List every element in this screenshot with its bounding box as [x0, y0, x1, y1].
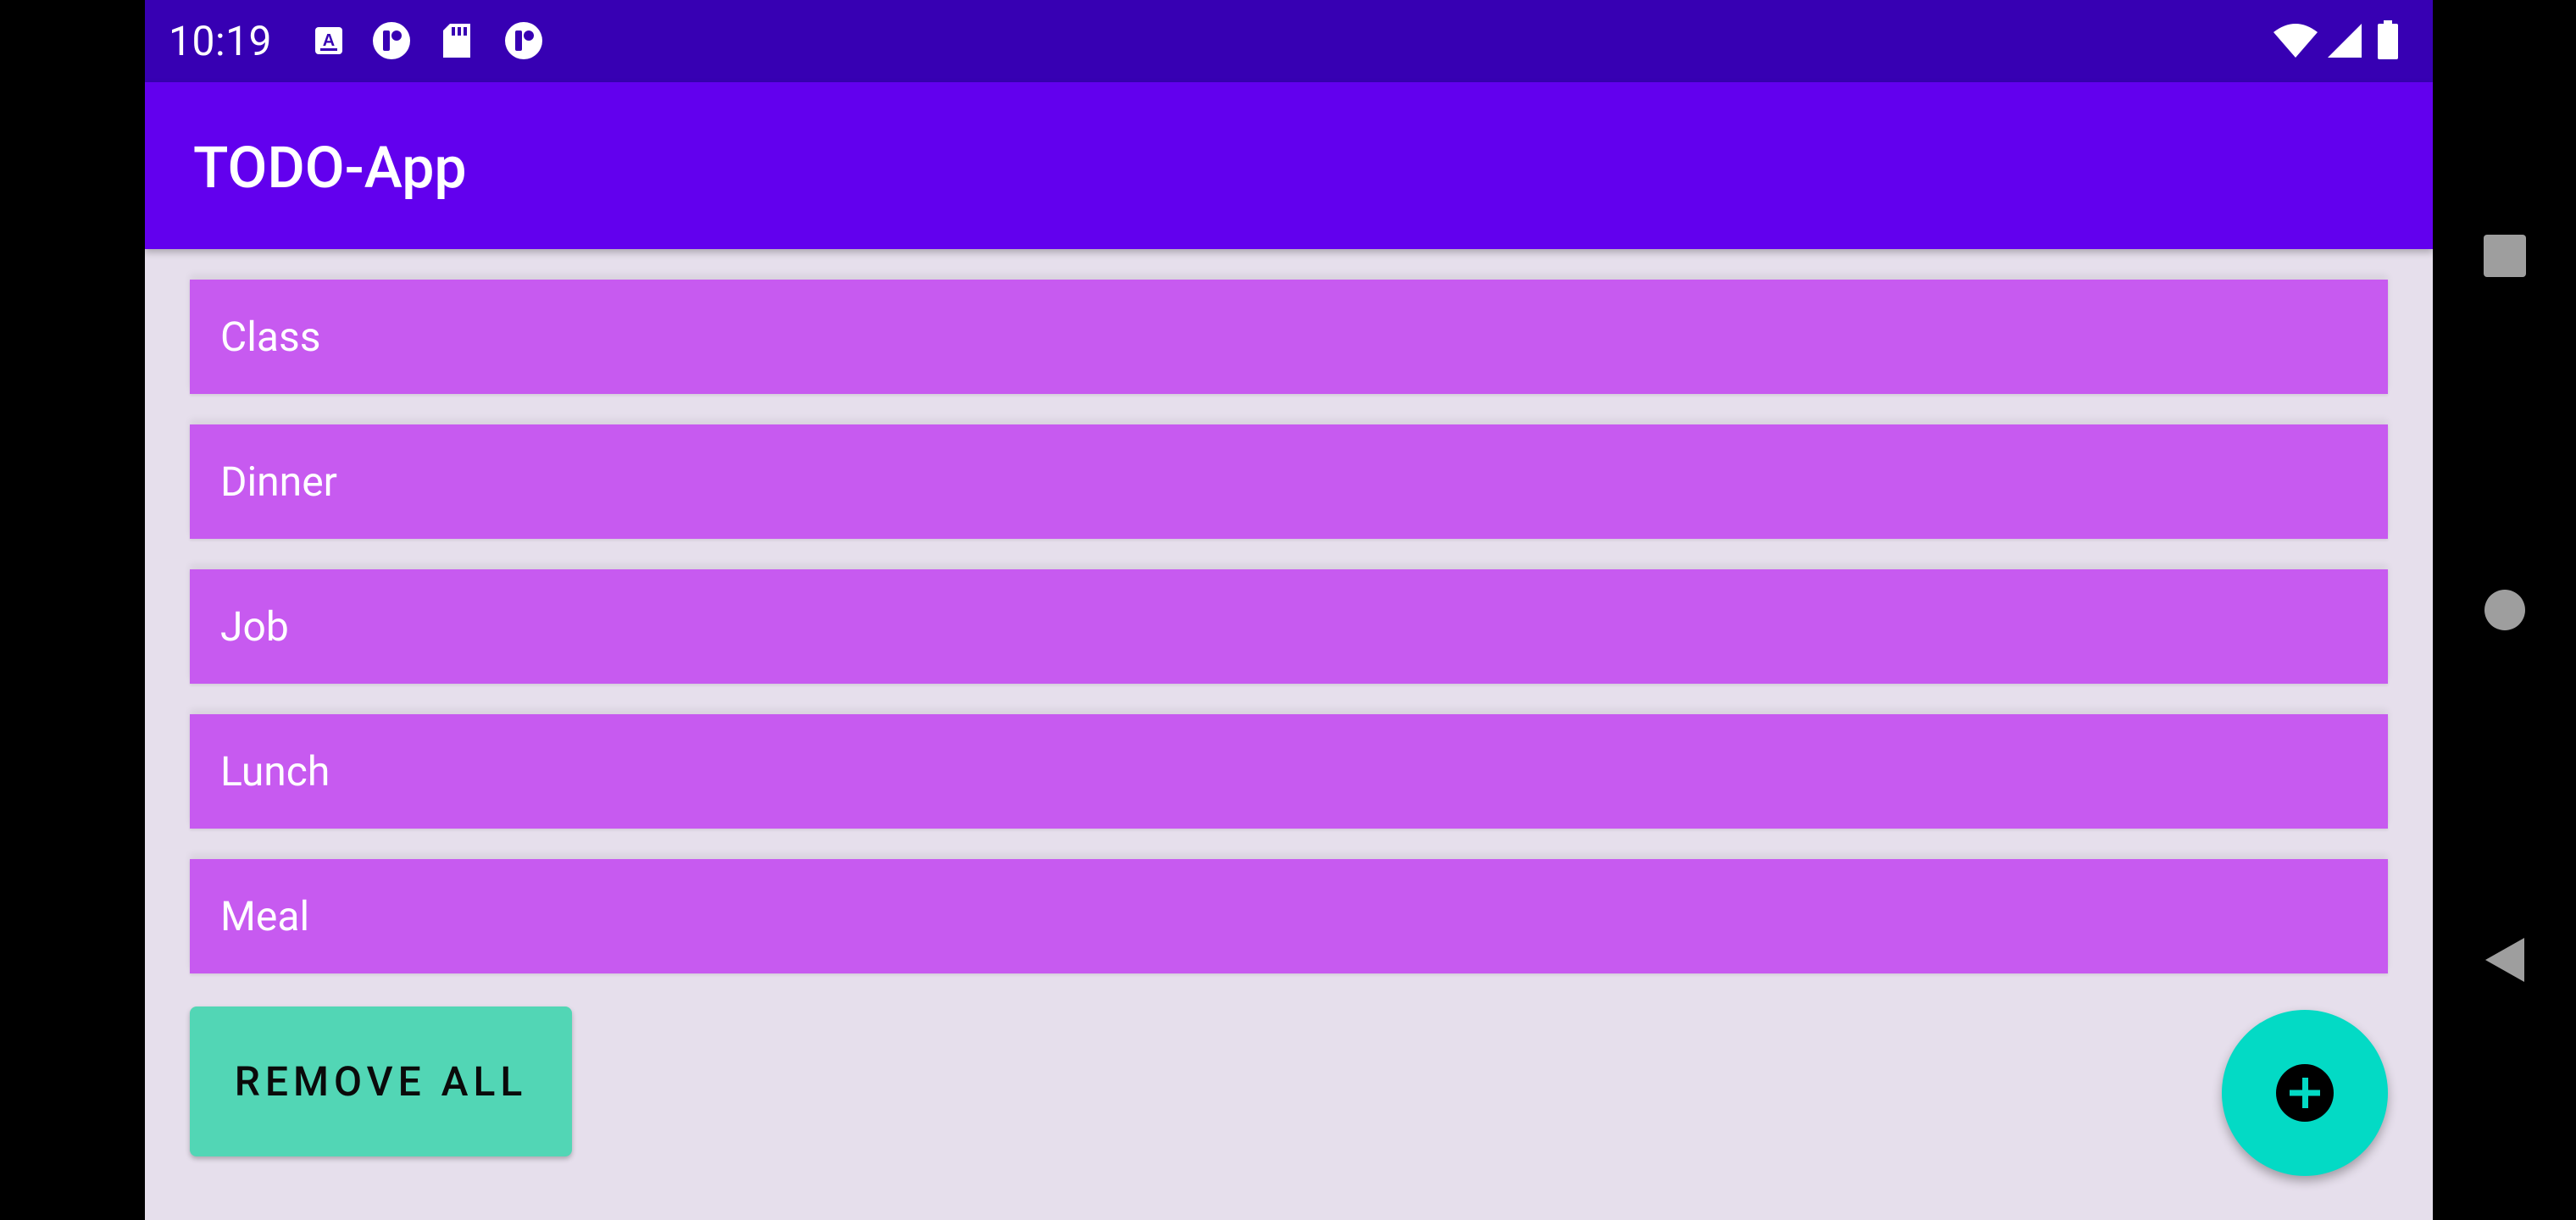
- app-bar: TODO-App: [145, 82, 2433, 249]
- remove-all-button[interactable]: REMOVE ALL: [190, 1006, 572, 1156]
- todo-item[interactable]: Job: [190, 569, 2388, 684]
- todo-item[interactable]: Class: [190, 280, 2388, 394]
- system-nav-bar: [2433, 0, 2576, 1220]
- todo-item-label: Lunch: [220, 747, 330, 796]
- todo-item-label: Class: [220, 313, 321, 361]
- todo-list: Class Dinner Job Lunch Meal: [190, 280, 2388, 1004]
- todo-item[interactable]: Dinner: [190, 424, 2388, 539]
- notification-icon: [371, 20, 412, 61]
- todo-item-label: Job: [220, 602, 289, 651]
- notification-icon: [503, 20, 544, 61]
- sd-card-icon: [436, 20, 477, 61]
- home-circle-icon[interactable]: [2484, 589, 2526, 631]
- todo-item[interactable]: Meal: [190, 859, 2388, 973]
- status-time: 10:19: [169, 17, 273, 65]
- svg-text:A: A: [323, 31, 335, 50]
- app-screen: 10:19 A: [145, 0, 2433, 1220]
- todo-item-label: Meal: [220, 892, 310, 940]
- plus-circle-icon: [2274, 1062, 2335, 1123]
- battery-icon: [2373, 20, 2402, 61]
- add-todo-button[interactable]: [2222, 1010, 2388, 1176]
- recents-square-icon[interactable]: [2484, 235, 2526, 277]
- app-title: TODO-App: [193, 134, 467, 202]
- back-triangle-icon[interactable]: [2484, 938, 2526, 982]
- wifi-icon: [2272, 20, 2319, 61]
- status-bar: 10:19 A: [145, 0, 2433, 82]
- todo-item-label: Dinner: [220, 458, 337, 506]
- todo-item[interactable]: Lunch: [190, 714, 2388, 829]
- accessibility-a-icon: A: [308, 20, 349, 61]
- cellular-signal-icon: [2324, 20, 2365, 61]
